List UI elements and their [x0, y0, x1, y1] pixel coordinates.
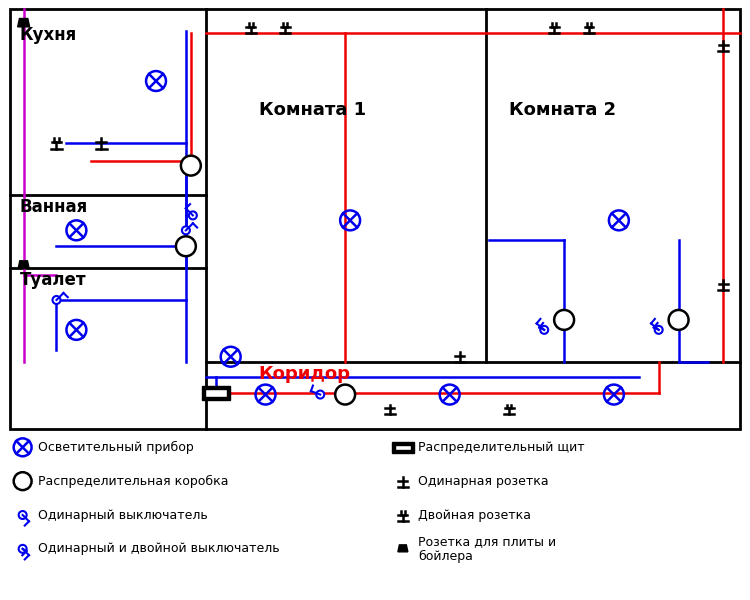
Text: Одинарная розетка: Одинарная розетка	[418, 475, 548, 488]
Text: Одинарный и двойной выключатель: Одинарный и двойной выключатель	[38, 542, 279, 556]
Text: Двойная розетка: Двойная розетка	[418, 509, 531, 521]
Circle shape	[655, 326, 663, 334]
Bar	[392, 442, 414, 453]
Text: Туалет: Туалет	[20, 271, 86, 289]
Polygon shape	[18, 261, 29, 268]
Text: Комната 2: Комната 2	[509, 101, 616, 119]
Bar	[395, 445, 411, 450]
Circle shape	[176, 236, 196, 256]
Text: Осветительный прибор: Осветительный прибор	[38, 441, 194, 454]
Circle shape	[19, 545, 26, 553]
Text: Распределительная коробка: Распределительная коробка	[38, 475, 228, 488]
Text: Ванная: Ванная	[20, 199, 88, 217]
Circle shape	[669, 310, 688, 330]
Circle shape	[19, 511, 26, 519]
Circle shape	[554, 310, 574, 330]
Circle shape	[540, 326, 548, 334]
Circle shape	[189, 211, 196, 220]
Text: Распределительный щит: Распределительный щит	[418, 441, 584, 454]
Bar	[205, 389, 226, 397]
Circle shape	[182, 226, 190, 235]
Polygon shape	[398, 545, 408, 552]
Text: Комната 1: Комната 1	[259, 101, 366, 119]
Text: Одинарный выключатель: Одинарный выключатель	[38, 509, 207, 521]
Circle shape	[316, 391, 324, 398]
Bar	[202, 386, 229, 400]
Text: Коридор: Коридор	[259, 365, 350, 383]
Circle shape	[13, 472, 32, 490]
Circle shape	[53, 296, 61, 304]
Polygon shape	[18, 19, 29, 27]
Text: Кухня: Кухня	[20, 26, 77, 44]
Bar	[10, 10, 740, 430]
Text: Розетка для плиты и
бойлера: Розетка для плиты и бойлера	[418, 535, 556, 563]
Circle shape	[181, 155, 201, 176]
Circle shape	[335, 385, 355, 404]
